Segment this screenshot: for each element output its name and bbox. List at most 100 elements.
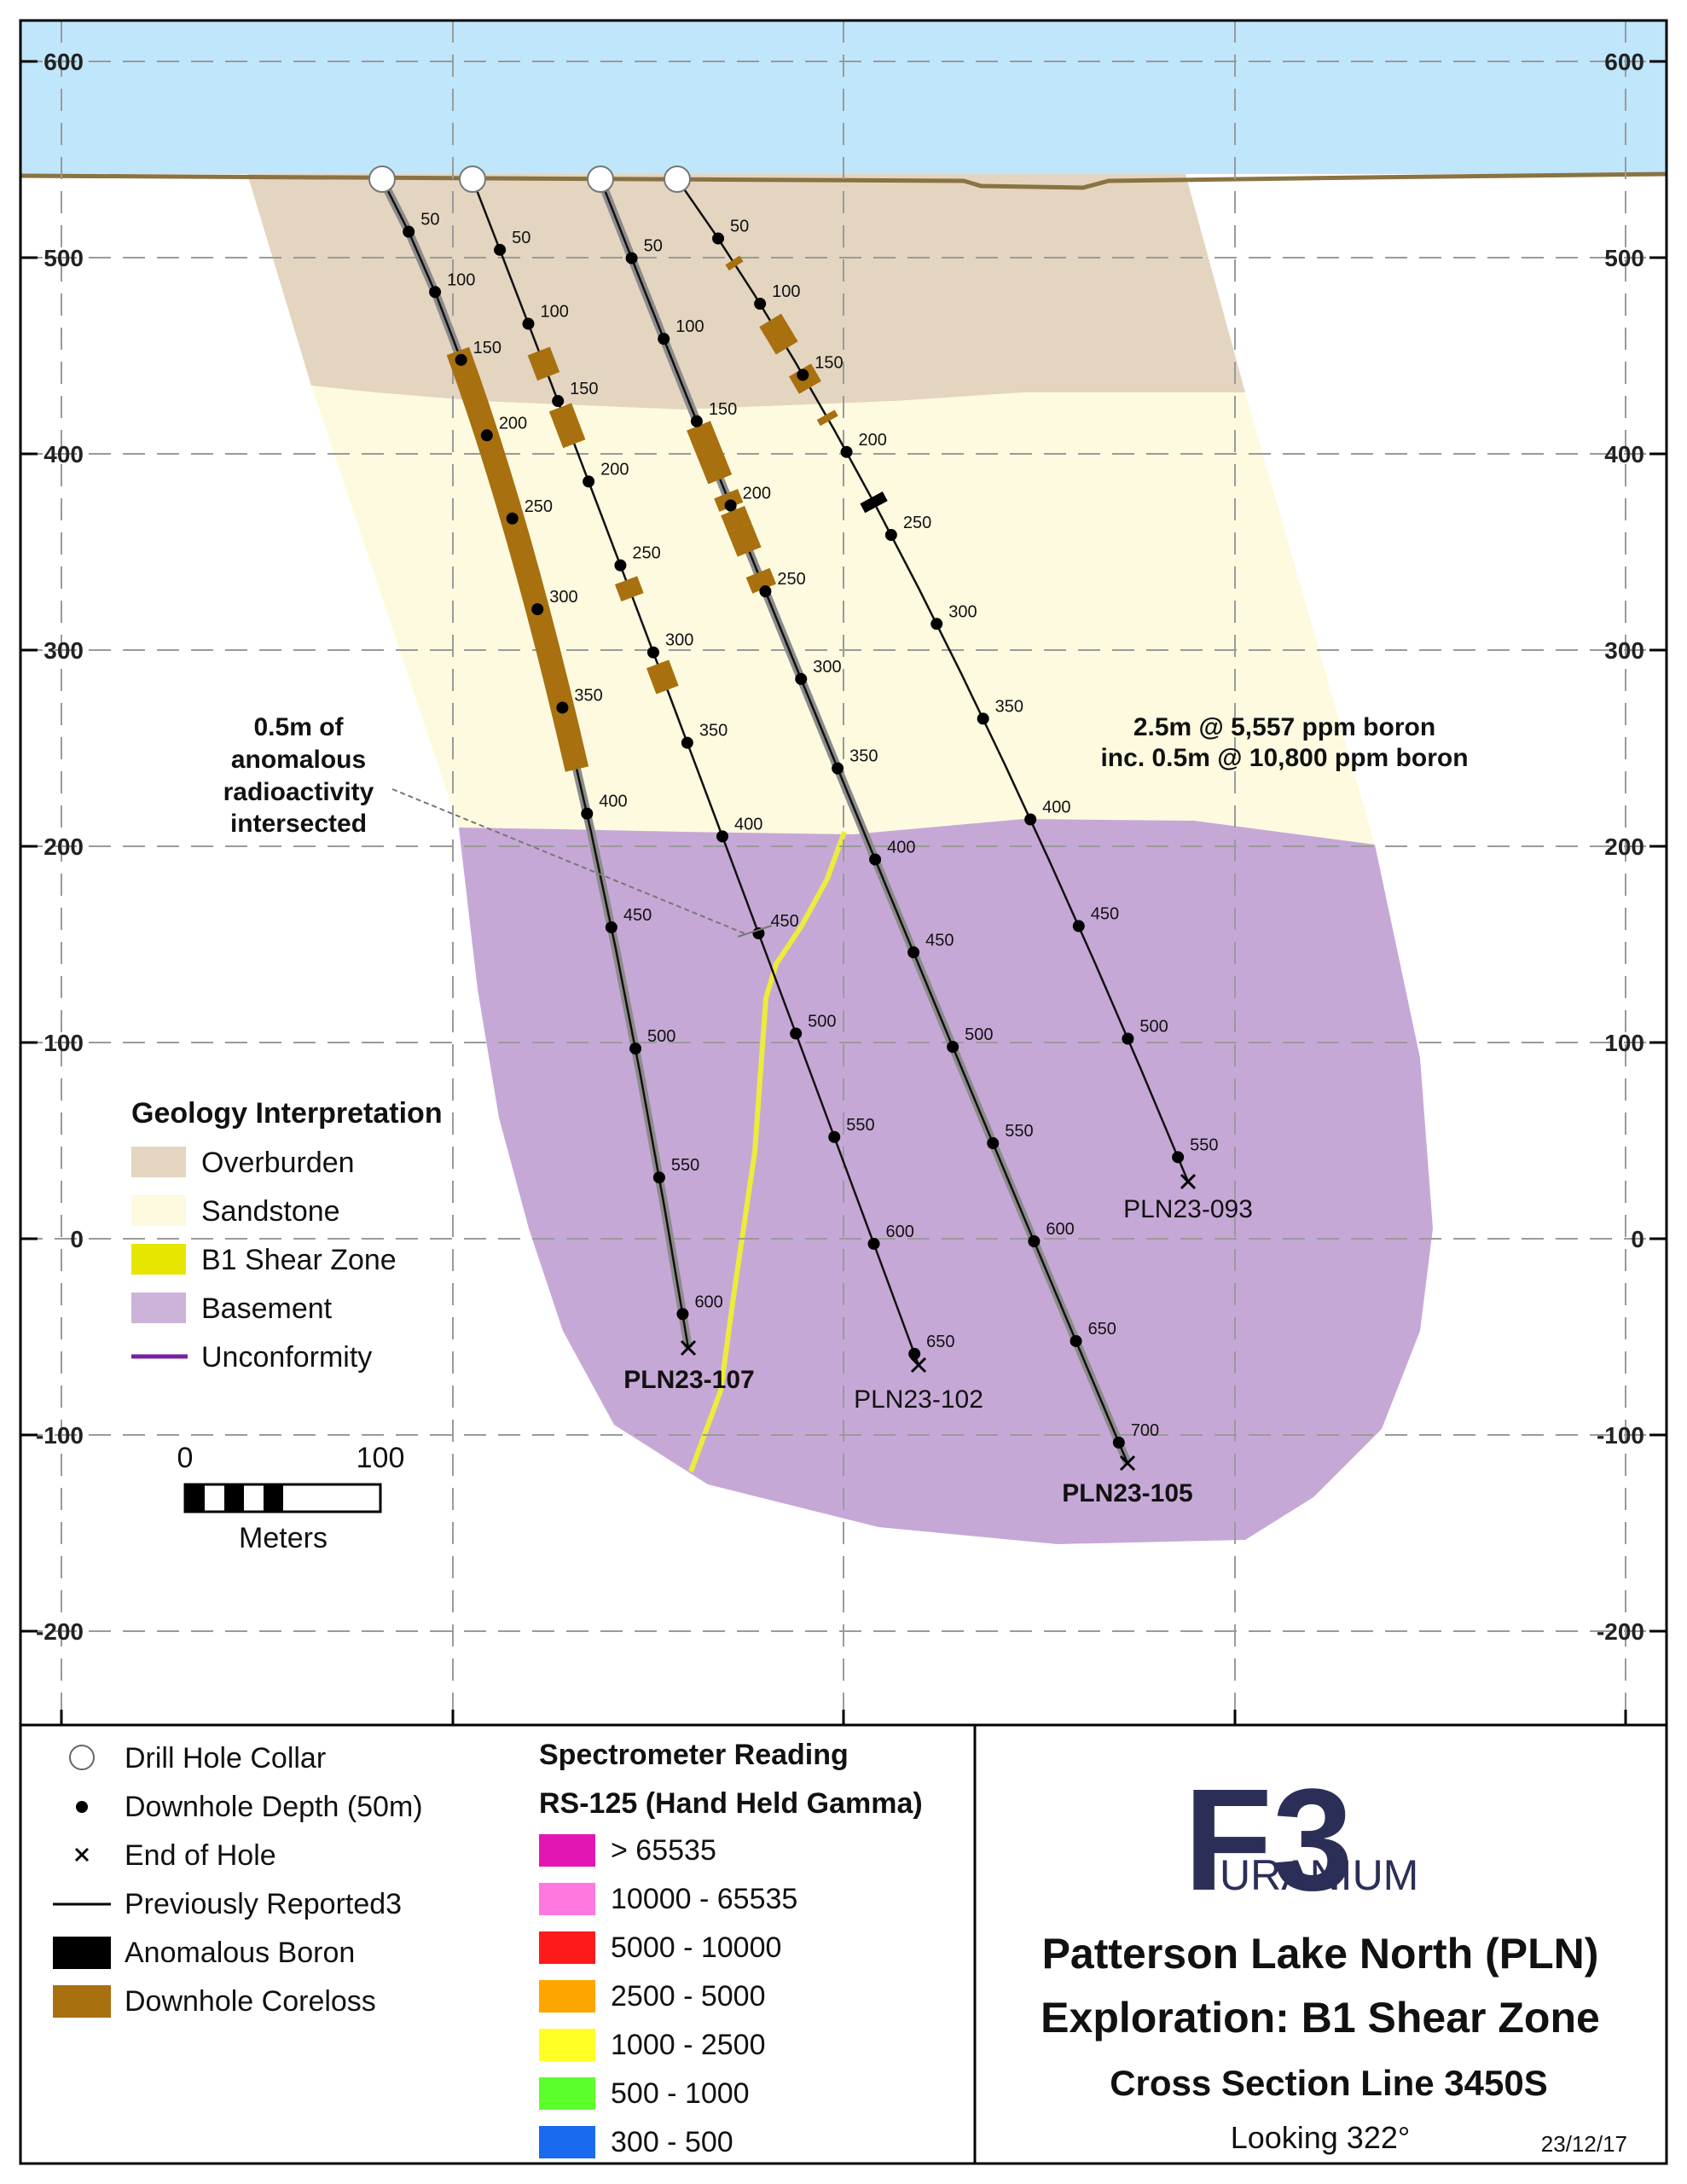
depth-marker-label: 100 (772, 282, 800, 301)
axis-label-left: 400 (43, 441, 84, 468)
hole-label-pln23-107: PLN23-107 (623, 1366, 754, 1394)
depth-marker-dot (658, 333, 670, 346)
grid-lines (20, 20, 1667, 1725)
svg-text:500 - 1000: 500 - 1000 (611, 2077, 750, 2110)
basement-swatch (131, 1292, 186, 1323)
svg-text:B1 Shear Zone: B1 Shear Zone (201, 1244, 397, 1276)
depth-marker-label: 700 (1131, 1421, 1159, 1440)
hole-label-pln23-105: PLN23-105 (1062, 1479, 1192, 1507)
depth-marker-dot (690, 415, 703, 427)
depth-marker-dot (908, 1347, 921, 1360)
axis-label-left: 100 (43, 1030, 84, 1056)
end-of-hole-x-icon (1180, 1173, 1197, 1190)
depth-marker-dot (455, 353, 467, 366)
depth-marker-label: 400 (1042, 799, 1070, 817)
svg-text:anomalous: anomalous (231, 746, 366, 774)
coreloss-interval (646, 659, 679, 694)
axis-label-left: 0 (70, 1226, 84, 1252)
title-block: F3 URANIUM Patterson Lake North (PLN) Ex… (1041, 1759, 1627, 2157)
title-line-3: Cross Section Line 3450S (1110, 2063, 1548, 2103)
svg-text:radioactivity: radioactivity (223, 778, 374, 806)
svg-text:100: 100 (357, 1442, 405, 1474)
depth-marker-label: 300 (665, 631, 693, 650)
axis-label-left: 500 (43, 245, 84, 271)
depth-marker-label: 650 (1088, 1320, 1116, 1339)
drill-hole-pln23-102: 50 100 150 200 250 300 350 400 450 500 550 600 650 (459, 166, 955, 1374)
hole-label-pln23-102: PLN23-102 (854, 1385, 983, 1414)
drill-hole-trace (471, 178, 920, 1366)
coreloss-interval (725, 255, 744, 271)
depth-marker-dot (884, 529, 897, 542)
depth-marker-dot (629, 1043, 642, 1055)
end-of-hole-x-icon (1119, 1455, 1136, 1472)
depth-marker-dot (907, 946, 920, 959)
svg-text:2.5m @ 5,557 ppm boron: 2.5m @ 5,557 ppm boron (1133, 713, 1435, 741)
depth-marker-dot (1024, 813, 1037, 826)
overburden-swatch (131, 1147, 186, 1177)
depth-marker-dot (1072, 920, 1085, 932)
axis-label-left: 300 (43, 637, 84, 664)
boron-annotation: 2.5m @ 5,557 ppm boron inc. 0.5m @ 10,80… (1100, 713, 1468, 772)
depth-marker-label: 150 (473, 339, 501, 357)
svg-text:Drill Hole Collar: Drill Hole Collar (125, 1742, 326, 1774)
drill-hole-pln23-107: 50 100 150 200 250 300 350 400 450 500 550 600 (368, 166, 723, 1356)
coreloss-interval (728, 522, 762, 557)
axis-label-left: -200 (36, 1618, 84, 1645)
depth-marker-label: 300 (549, 588, 577, 607)
coreloss-interval (527, 346, 560, 381)
depth-marker-label: 300 (948, 602, 977, 621)
collar-circle-icon (587, 166, 614, 193)
depth-marker-label: 550 (846, 1116, 874, 1135)
svg-text:2500 - 5000: 2500 - 5000 (611, 1980, 766, 2013)
coreloss-interval (446, 346, 589, 772)
sandstone-swatch (131, 1195, 186, 1226)
coreloss-interval (721, 505, 752, 533)
depth-marker-dot (947, 1041, 959, 1054)
depth-marker-label: 250 (525, 497, 553, 516)
depth-marker-label: 500 (965, 1025, 993, 1044)
depth-marker-dot (506, 512, 519, 525)
basement-layer (459, 819, 1433, 1544)
svg-text:Downhole Depth (50m): Downhole Depth (50m) (125, 1791, 423, 1823)
depth-marker-dot (977, 712, 989, 725)
depth-marker-label: 300 (813, 658, 841, 677)
depth-marker-dot (828, 1130, 841, 1143)
depth-marker-label: 650 (926, 1333, 954, 1351)
depth-marker-dot (712, 232, 725, 245)
axis-label-left: 600 (43, 49, 84, 75)
depth-marker-dot (605, 921, 617, 933)
depth-marker-label: 550 (1005, 1122, 1033, 1141)
b1-shear-zone-swatch (131, 1244, 186, 1275)
depth-marker-dot (480, 429, 493, 442)
svg-text:Basement: Basement (201, 1292, 333, 1325)
axis-label-right: -100 (1597, 1422, 1644, 1449)
svg-text:> 65535: > 65535 (611, 1834, 716, 1867)
depth-marker-label: 50 (512, 229, 530, 247)
depth-marker-label: 550 (1190, 1136, 1218, 1154)
depth-marker-label: 200 (600, 460, 629, 479)
depth-marker-dot (531, 603, 544, 616)
svg-text:5000 - 10000: 5000 - 10000 (611, 1931, 781, 1964)
axis-label-right: 400 (1604, 441, 1644, 468)
depth-marker-dot (494, 243, 507, 256)
axis-label-left: -100 (36, 1422, 84, 1449)
depth-marker-dot (1112, 1436, 1125, 1449)
depth-marker-label: 50 (644, 237, 663, 256)
depth-marker-label: 400 (734, 815, 762, 834)
depth-marker-label: 150 (709, 400, 737, 419)
svg-text:Sandstone: Sandstone (201, 1195, 340, 1228)
depth-marker-label: 600 (1046, 1220, 1074, 1239)
figure-border (19, 19, 1668, 2165)
depth-marker-dot (797, 369, 809, 381)
looking-direction: Looking 322° (1231, 2120, 1411, 2155)
geology-legend: Geology Interpretation Overburden Sandst… (131, 1097, 443, 1374)
axis-label-right: 500 (1604, 245, 1644, 271)
end-of-hole-x-icon (910, 1356, 927, 1374)
svg-text:Anomalous Boron: Anomalous Boron (125, 1937, 355, 1969)
coreloss-interval (614, 576, 644, 602)
depth-marker-dot (625, 252, 638, 264)
depth-marker-label: 400 (887, 838, 915, 857)
depth-marker-label: 500 (1139, 1017, 1168, 1036)
end-of-hole-x-icon (74, 1847, 90, 1862)
